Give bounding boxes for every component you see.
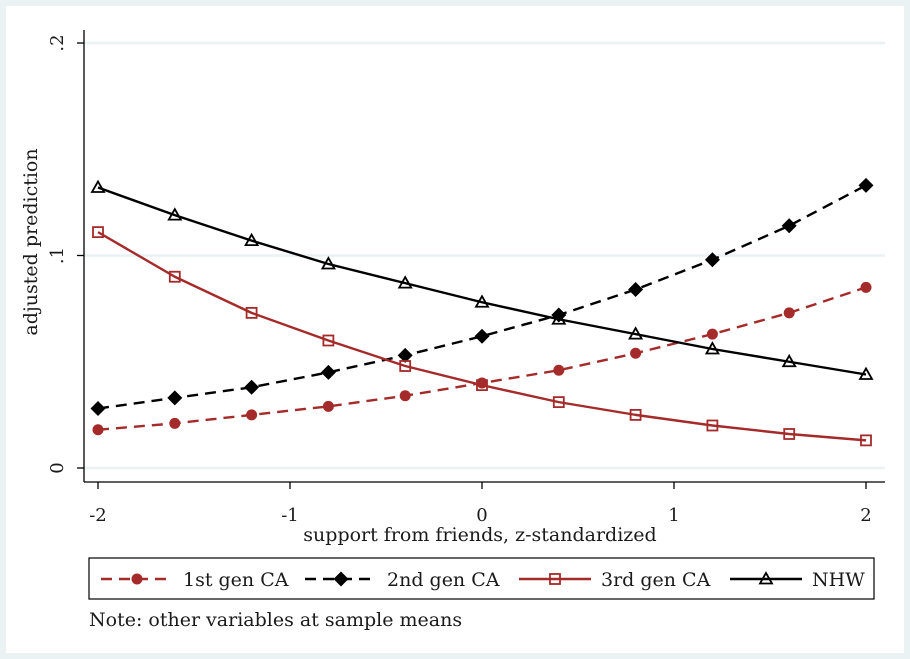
data-point — [169, 417, 181, 429]
data-point — [783, 307, 795, 319]
series-line — [97, 184, 867, 410]
data-point — [704, 341, 720, 355]
data-point — [333, 571, 349, 587]
data-point — [399, 360, 412, 372]
data-point — [476, 377, 488, 389]
data-point — [397, 275, 413, 289]
y-axis-ticks: 0 .1 .2 — [47, 34, 84, 474]
legend-label: 2nd gen CA — [387, 569, 500, 591]
x-tick-label: 2 — [860, 505, 871, 526]
data-point — [858, 366, 874, 380]
series-layer — [90, 177, 874, 447]
x-tick-label: 0 — [476, 505, 487, 526]
data-point — [706, 419, 719, 432]
data-point — [244, 232, 260, 247]
data-point — [167, 207, 183, 221]
data-point — [860, 281, 872, 293]
data-point — [320, 364, 336, 380]
x-tick-label: -1 — [281, 505, 299, 526]
data-point — [704, 252, 720, 268]
note: Note: other variables at sample means — [89, 609, 462, 631]
data-point — [246, 409, 258, 421]
data-point — [706, 328, 718, 340]
data-point — [781, 218, 797, 234]
data-point — [474, 294, 490, 308]
y-axis-title: adjusted prediction — [20, 148, 42, 335]
x-axis-title: support from friends, z-standardized — [303, 524, 656, 546]
data-point — [549, 573, 561, 585]
x-tick-label: 1 — [668, 505, 679, 526]
data-point — [552, 396, 565, 409]
data-point — [783, 428, 796, 440]
y-tick-label: .2 — [47, 34, 68, 51]
legend-label: NHW — [812, 569, 865, 591]
data-point — [474, 328, 490, 344]
data-point — [399, 390, 411, 402]
data-point — [758, 571, 774, 585]
data-point — [781, 353, 797, 368]
data-point — [322, 400, 334, 412]
data-point — [476, 379, 488, 392]
data-point — [168, 270, 181, 283]
data-point — [245, 306, 258, 319]
data-point — [244, 379, 260, 395]
y-tick-label: .1 — [47, 247, 68, 264]
legend: 1st gen CA 2nd gen CA 3rd gen CA NHW — [101, 569, 865, 591]
y-tick-label: 0 — [47, 462, 68, 473]
x-tick-label: -2 — [89, 505, 107, 526]
legend-label: 1st gen CA — [183, 569, 289, 591]
data-point — [628, 326, 644, 340]
data-point — [860, 434, 872, 447]
x-axis-ticks: -2 -1 0 1 2 — [89, 482, 872, 526]
data-point — [320, 256, 336, 270]
data-point — [628, 282, 644, 297]
data-point — [397, 347, 413, 363]
data-point — [551, 311, 567, 325]
series-line — [97, 186, 867, 376]
data-point — [92, 226, 104, 239]
data-point — [131, 573, 143, 585]
data-point — [629, 408, 642, 421]
data-point — [90, 179, 106, 193]
data-point — [858, 177, 874, 193]
data-point — [92, 424, 104, 436]
gridlines — [84, 41, 885, 470]
legend-label: 3rd gen CA — [601, 569, 711, 591]
data-point — [322, 334, 335, 347]
data-point — [630, 347, 642, 359]
data-point — [553, 364, 565, 376]
data-point — [90, 401, 106, 416]
data-point — [167, 390, 183, 406]
